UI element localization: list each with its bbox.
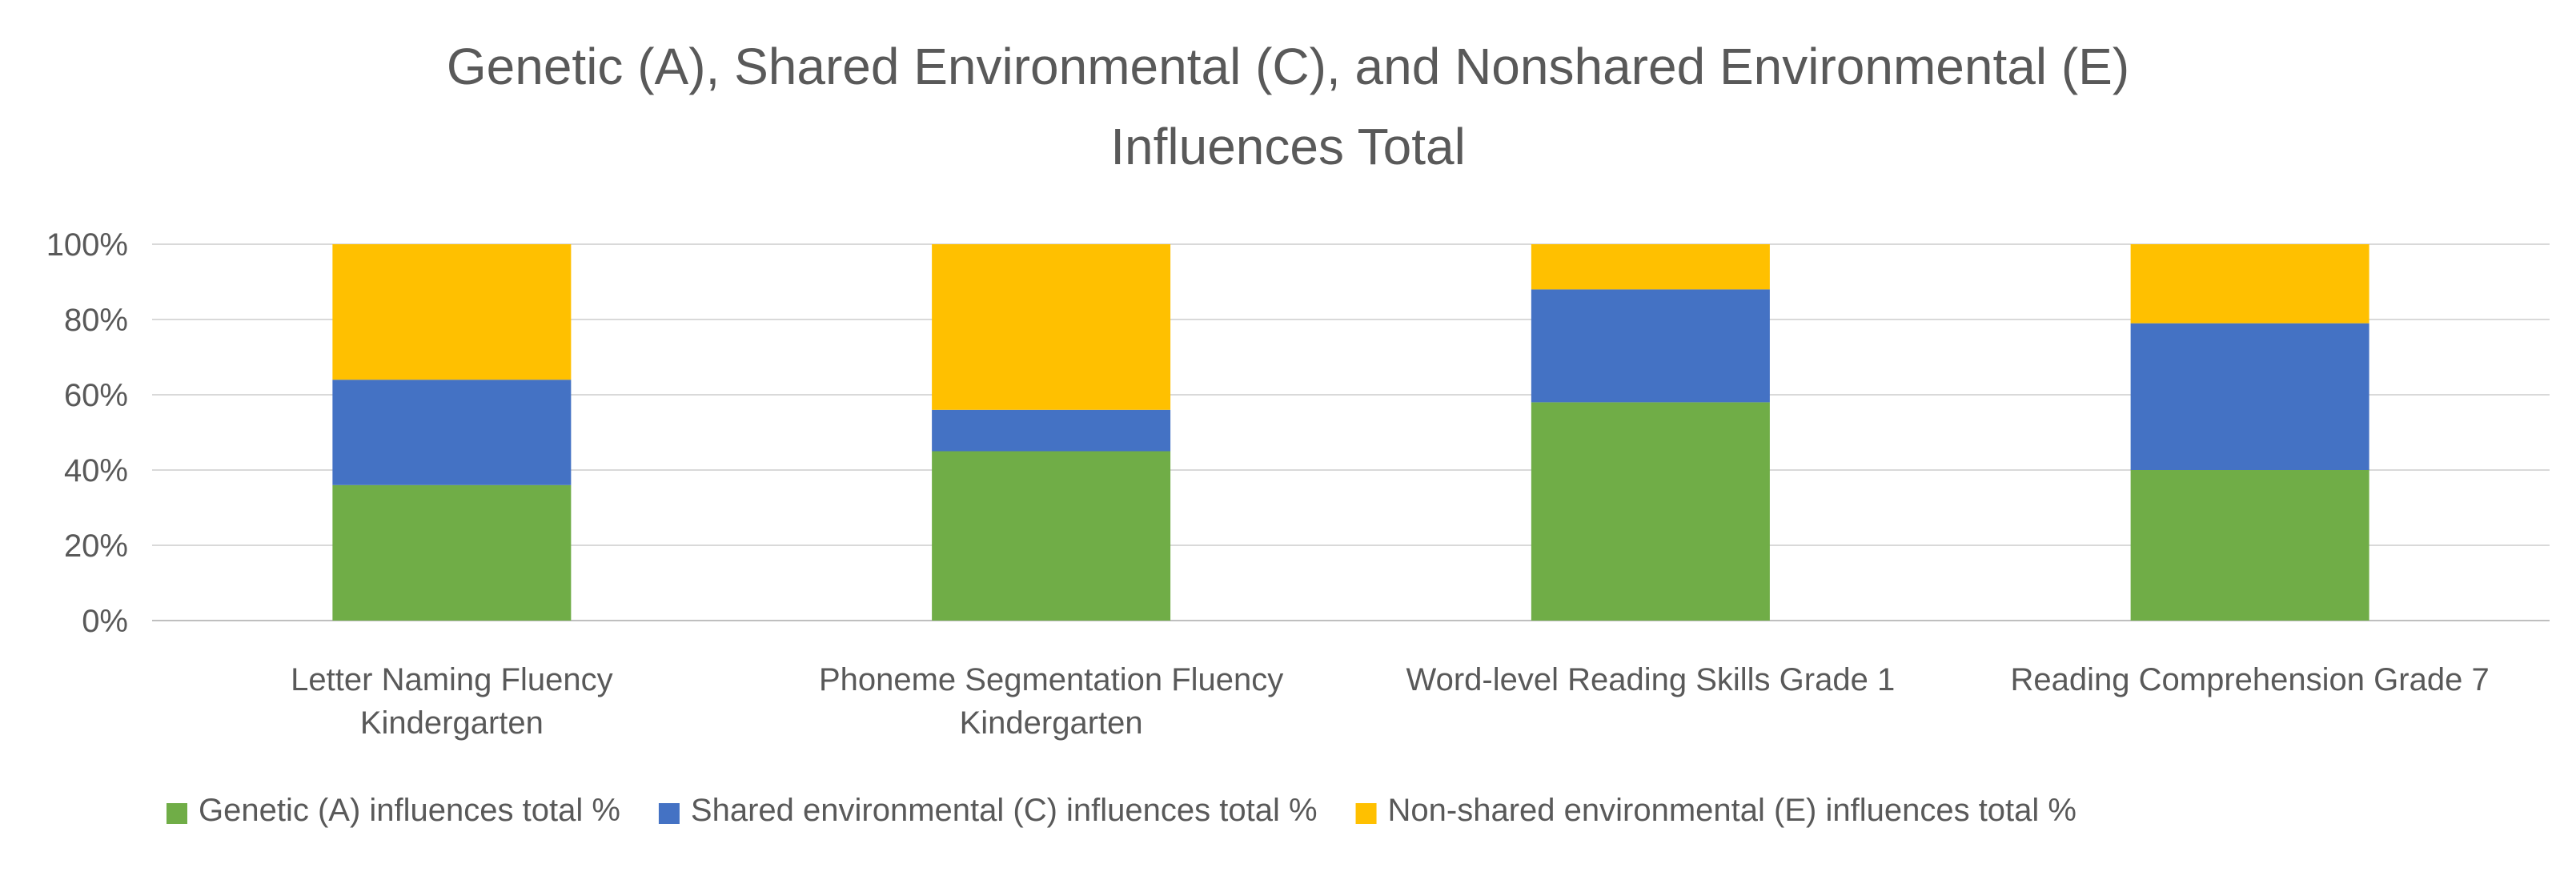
bar-segment-series-2-category-3	[2130, 244, 2369, 323]
bar-segment-series-1-category-2	[1531, 289, 1770, 403]
legend-label-series-2: Non-shared environmental (E) influences …	[1388, 793, 2076, 828]
bar-segment-series-2-category-0	[332, 244, 572, 380]
chart-title: Genetic (A), Shared Environmental (C), a…	[447, 38, 2129, 175]
x-category-label: Kindergarten	[360, 705, 544, 741]
x-category-label: Reading Comprehension Grade 7	[2011, 662, 2490, 697]
legend-label-series-1: Shared environmental (C) influences tota…	[691, 793, 1318, 828]
y-tick-label: 60%	[64, 378, 128, 413]
y-tick-label: 40%	[64, 453, 128, 488]
y-tick-label: 80%	[64, 303, 128, 338]
y-tick-label: 20%	[64, 528, 128, 564]
legend-swatch-series-0	[167, 803, 187, 824]
bar-segment-series-0-category-1	[932, 451, 1171, 621]
bar-segment-series-0-category-3	[2130, 470, 2369, 621]
x-category-label: Letter Naming Fluency	[291, 662, 612, 697]
bar-segment-series-0-category-0	[332, 484, 572, 621]
x-category-label: Word-level Reading Skills Grade 1	[1406, 662, 1896, 697]
bar-segment-series-2-category-2	[1531, 244, 1770, 290]
legend: Genetic (A) influences total % Shared env…	[167, 793, 2076, 828]
x-axis-labels: Letter Naming Fluency Kindergarten Phoneme…	[291, 662, 2490, 741]
bar-segment-series-1-category-0	[332, 380, 572, 485]
chart-title-line: Genetic (A), Shared Environmental (C), a…	[447, 38, 2129, 95]
x-category-label: Kindergarten	[960, 705, 1143, 741]
legend-label-series-0: Genetic (A) influences total %	[199, 793, 620, 828]
legend-swatch-series-2	[1355, 803, 1377, 824]
y-tick-label: 0%	[82, 604, 128, 639]
y-axis-ticks: 0% 20% 40% 60% 80% 100%	[46, 227, 128, 639]
chart-title-line: Influences Total	[1110, 118, 1466, 175]
bar-segment-series-0-category-2	[1531, 402, 1770, 621]
y-tick-label: 100%	[46, 227, 128, 263]
bar-segment-series-1-category-1	[932, 409, 1171, 452]
bar-segment-series-1-category-3	[2130, 323, 2369, 470]
legend-swatch-series-1	[658, 803, 680, 824]
bars	[332, 244, 2369, 621]
x-category-label: Phoneme Segmentation Fluency	[819, 662, 1283, 697]
bar-segment-series-2-category-1	[932, 244, 1171, 410]
